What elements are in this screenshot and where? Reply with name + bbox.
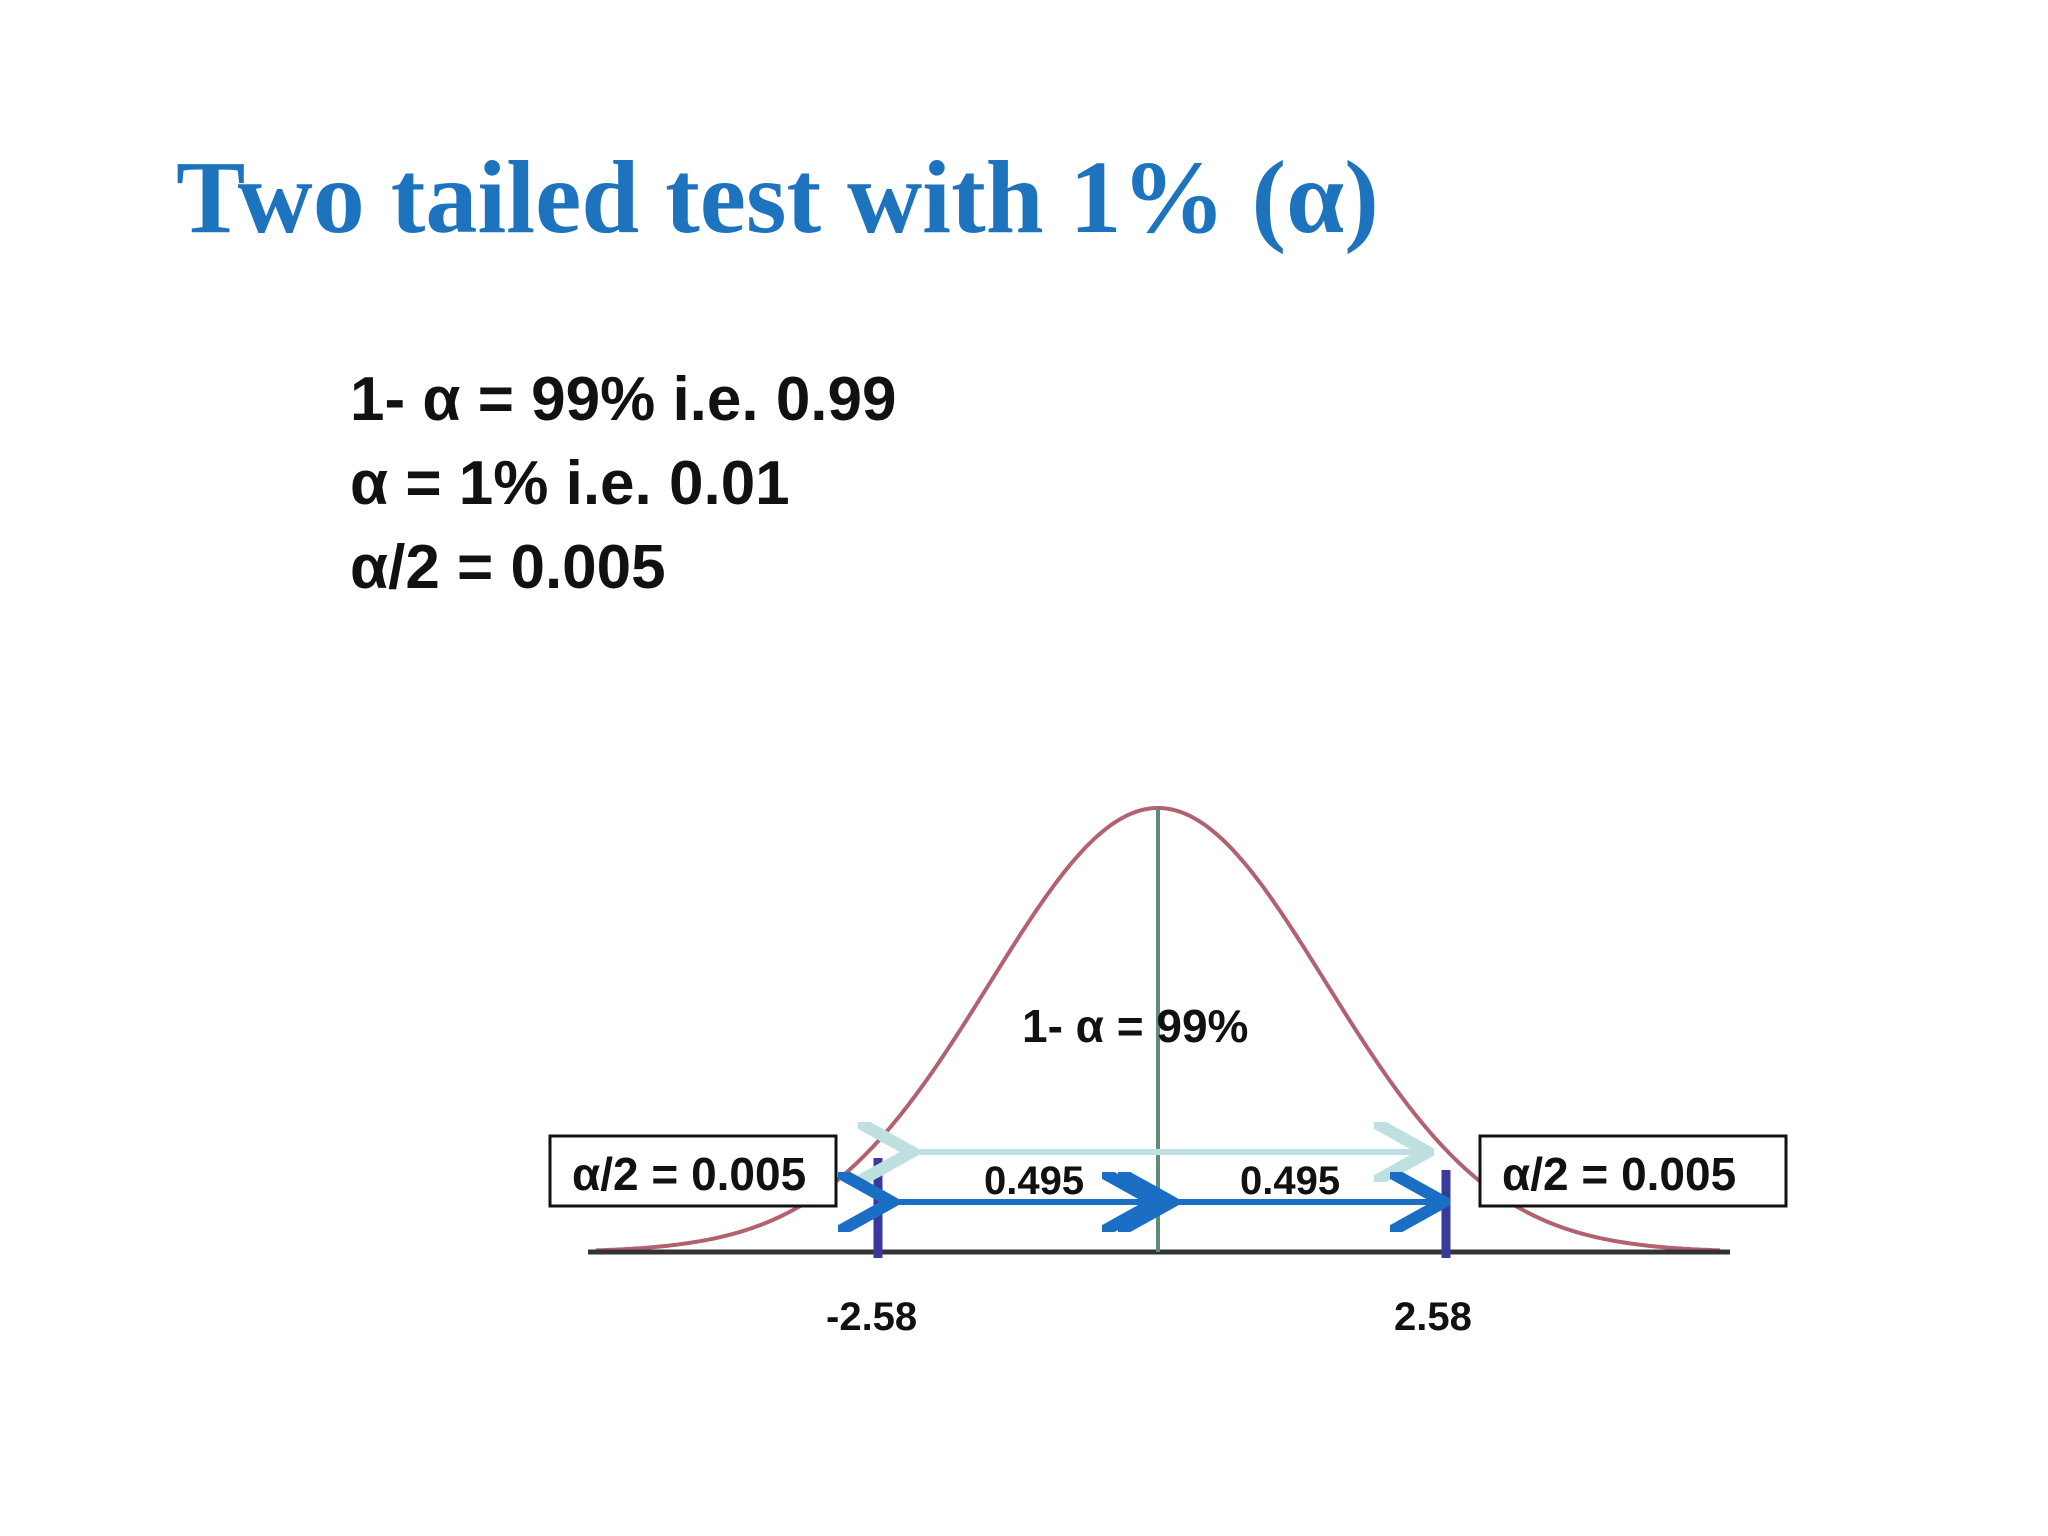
left-critical-value: -2.58 — [826, 1295, 917, 1339]
center-area-label: 1- α = 99% — [1022, 1000, 1248, 1052]
formula-confidence: 1- α = 99% i.e. 0.99 — [350, 365, 897, 434]
right-tail-box — [1478, 1134, 1788, 1208]
left-tail-box — [548, 1134, 838, 1208]
right-half-area-label: 0.495 — [1240, 1159, 1340, 1203]
formula-list: 1- α = 99% i.e. 0.99 α = 1% i.e. 0.01 α/… — [350, 358, 897, 610]
left-tail-label: α/2 = 0.005 — [572, 1148, 806, 1200]
right-tail-label: α/2 = 0.005 — [1502, 1148, 1736, 1200]
formula-alpha: α = 1% i.e. 0.01 — [350, 449, 790, 518]
left-half-area-label: 0.495 — [984, 1159, 1084, 1203]
formula-half-alpha: α/2 = 0.005 — [350, 533, 666, 602]
right-critical-value: 2.58 — [1394, 1295, 1472, 1339]
slide-title: Two tailed test with 1% (α) — [176, 140, 1379, 255]
